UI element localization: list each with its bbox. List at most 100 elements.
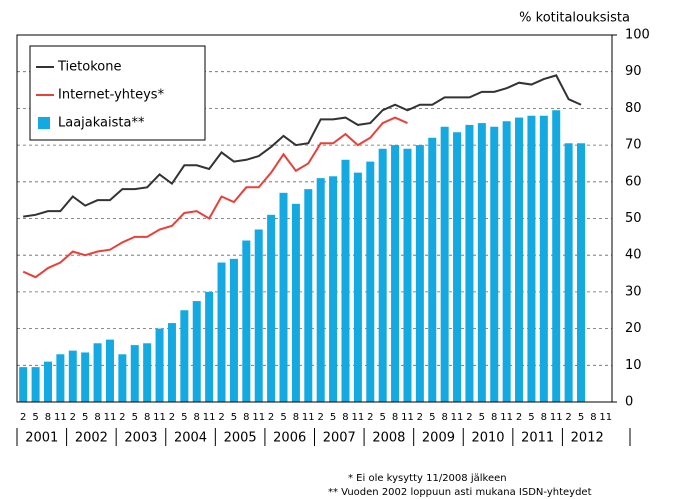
x-tick-label: 8 (94, 412, 100, 423)
bar (68, 350, 77, 402)
bar (279, 192, 288, 402)
bar (167, 323, 176, 402)
year-label: 2010 (471, 431, 504, 446)
bar (490, 126, 499, 402)
year-label: 2009 (422, 431, 455, 446)
bar (118, 354, 127, 402)
x-tick-label: 5 (429, 412, 435, 423)
bar (428, 137, 437, 402)
bar (105, 339, 114, 402)
bar (143, 343, 152, 402)
x-tick-label: 8 (342, 412, 348, 423)
bar (378, 148, 387, 402)
year-label: 2001 (25, 431, 58, 446)
bar (502, 121, 511, 403)
bar (130, 345, 139, 402)
bar (477, 123, 486, 402)
x-tick-label: 8 (392, 412, 398, 423)
x-tick-label: 8 (293, 412, 299, 423)
x-tick-label: 11 (104, 412, 117, 423)
footnote: * Ei ole kysytty 11/2008 jälkeen (348, 473, 507, 484)
bar (564, 143, 573, 402)
y-tick-label: 40 (625, 248, 642, 263)
bar (403, 148, 412, 402)
bar (353, 172, 362, 402)
x-tick-label: 2 (565, 412, 571, 423)
x-tick-label: 5 (132, 412, 138, 423)
bar (19, 367, 28, 402)
x-tick-label: 11 (153, 412, 166, 423)
x-tick-label: 2 (417, 412, 423, 423)
x-tick-label: 5 (479, 412, 485, 423)
bar (192, 301, 201, 402)
x-tick-label: 11 (203, 412, 216, 423)
year-label: 2006 (273, 431, 306, 446)
plot-frame (16, 34, 613, 403)
x-tick-label: 8 (243, 412, 249, 423)
x-tick-label: 5 (330, 412, 336, 423)
bar (217, 262, 226, 402)
x-tick-label: 11 (599, 412, 612, 423)
year-label: 2007 (323, 431, 356, 446)
x-tick-label: 5 (280, 412, 286, 423)
x-tick-label: 8 (590, 412, 596, 423)
bar (291, 203, 300, 402)
bar (229, 258, 238, 402)
x-tick-label: 11 (352, 412, 365, 423)
y-tick-label: 0 (625, 395, 633, 410)
year-label: 2008 (372, 431, 405, 446)
year-label: 2005 (224, 431, 257, 446)
legend-label: Tietokone (57, 60, 121, 75)
x-tick-label: 8 (541, 412, 547, 423)
line (23, 74, 582, 218)
x-tick-label: 2 (119, 412, 125, 423)
x-tick-label: 8 (45, 412, 51, 423)
legend-swatch (38, 117, 50, 129)
y-tick-label: 100 (625, 28, 650, 43)
bar (242, 240, 251, 402)
bar (366, 161, 375, 402)
x-tick-label: 2 (70, 412, 76, 423)
y-tick-label: 70 (625, 138, 642, 153)
bar (316, 178, 325, 402)
bar (552, 110, 561, 403)
x-tick-label: 8 (441, 412, 447, 423)
bar (527, 115, 536, 403)
x-tick-label: 11 (451, 412, 464, 423)
bar (155, 328, 164, 402)
bar (43, 361, 52, 402)
y-tick-label: 80 (625, 101, 642, 116)
x-tick-label: 5 (181, 412, 187, 423)
x-tick-label: 2 (169, 412, 175, 423)
legend-label: Internet-yhteys* (58, 88, 165, 103)
y-tick-label: 60 (625, 174, 642, 189)
bar (254, 229, 263, 402)
x-tick-label: 11 (302, 412, 315, 423)
bar (93, 343, 102, 402)
bar (81, 352, 90, 402)
bar (56, 354, 65, 402)
year-label: 2012 (571, 431, 604, 446)
x-tick-label: 11 (401, 412, 414, 423)
x-tick-label: 2 (218, 412, 224, 423)
bar (180, 310, 189, 402)
x-tick-label: 2 (516, 412, 522, 423)
x-tick-label: 8 (491, 412, 497, 423)
x-tick-label: 5 (528, 412, 534, 423)
bar (304, 189, 313, 402)
bar (205, 291, 214, 402)
y-tick-label: 10 (625, 358, 642, 373)
bar (453, 132, 462, 402)
x-tick-label: 5 (578, 412, 584, 423)
x-tick-label: 8 (144, 412, 150, 423)
x-tick-label: 2 (268, 412, 274, 423)
bar (577, 143, 586, 402)
legend-box (29, 45, 206, 141)
year-label: 2004 (174, 431, 207, 446)
bar (440, 126, 449, 402)
y-tick-label: 90 (625, 64, 642, 79)
bar (341, 159, 350, 402)
year-label: 2011 (521, 431, 554, 446)
bar (391, 145, 400, 402)
